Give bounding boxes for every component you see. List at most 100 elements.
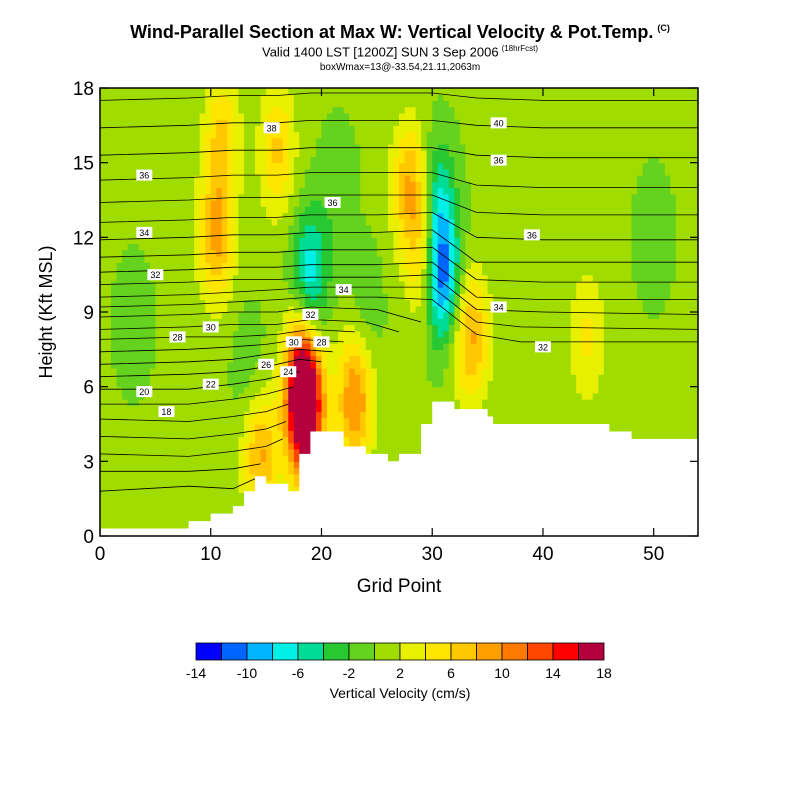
velocity-cell — [100, 131, 107, 139]
velocity-cell — [266, 224, 273, 232]
velocity-cell — [310, 280, 317, 288]
velocity-cell — [437, 355, 444, 363]
velocity-cell — [365, 274, 372, 282]
velocity-cell — [122, 299, 129, 307]
velocity-cell — [127, 231, 134, 238]
velocity-cell — [288, 193, 295, 201]
velocity-cell — [338, 106, 345, 114]
velocity-cell — [199, 411, 206, 419]
velocity-cell — [199, 187, 206, 195]
velocity-cell — [327, 206, 334, 214]
velocity-cell — [465, 274, 472, 282]
velocity-cell — [299, 156, 306, 164]
velocity-cell — [122, 119, 129, 126]
velocity-cell — [127, 349, 134, 357]
velocity-cell — [266, 461, 273, 469]
velocity-cell — [365, 131, 372, 139]
velocity-cell — [415, 355, 422, 363]
velocity-cell — [288, 473, 295, 481]
velocity-cell — [315, 405, 323, 413]
velocity-cell — [205, 193, 212, 201]
velocity-cell — [327, 361, 334, 369]
velocity-cell — [138, 112, 145, 120]
velocity-cell — [282, 480, 289, 487]
velocity-cell — [332, 287, 339, 294]
velocity-cell — [288, 150, 295, 158]
velocity-cell — [122, 405, 129, 413]
velocity-cell — [476, 218, 483, 226]
velocity-cell — [138, 193, 145, 201]
velocity-cell — [343, 361, 350, 369]
velocity-cell — [166, 162, 173, 170]
velocity-cell — [249, 212, 256, 220]
velocity-cell — [227, 380, 234, 388]
velocity-cell — [315, 94, 323, 102]
velocity-cell — [122, 461, 129, 469]
velocity-cell — [349, 268, 356, 276]
velocity-cell — [465, 256, 472, 263]
velocity-cell — [100, 380, 107, 388]
velocity-cell — [410, 175, 417, 182]
velocity-cell — [249, 467, 256, 475]
velocity-cell — [410, 156, 417, 164]
velocity-cell — [437, 224, 444, 232]
velocity-cell — [149, 399, 156, 406]
velocity-cell — [232, 386, 240, 394]
velocity-cell — [371, 268, 378, 276]
velocity-cell — [454, 380, 461, 388]
velocity-cell — [160, 399, 168, 406]
velocity-cell — [100, 411, 107, 419]
velocity-cell — [371, 131, 378, 139]
velocity-cell — [194, 486, 201, 494]
velocity-cell — [277, 206, 284, 214]
velocity-cell — [249, 100, 256, 108]
velocity-cell — [171, 181, 179, 189]
velocity-cell — [365, 318, 372, 326]
velocity-cell — [266, 144, 273, 151]
velocity-cell — [232, 336, 240, 344]
velocity-cell — [111, 181, 118, 189]
velocity-cell — [116, 392, 123, 400]
velocity-cell — [116, 231, 123, 238]
velocity-cell — [293, 249, 300, 257]
velocity-cell — [221, 256, 228, 263]
velocity-cell — [349, 175, 356, 182]
velocity-cell — [349, 106, 356, 114]
velocity-cell — [387, 436, 395, 444]
velocity-cell — [177, 324, 184, 332]
velocity-cell — [293, 355, 300, 363]
velocity-cell — [100, 486, 107, 494]
velocity-cell — [410, 231, 417, 238]
velocity-cell — [404, 125, 411, 133]
velocity-cell — [376, 280, 383, 288]
velocity-cell — [238, 237, 245, 245]
velocity-cell — [105, 436, 112, 444]
velocity-cell — [343, 374, 350, 382]
velocity-cell — [122, 436, 129, 444]
velocity-cell — [166, 430, 173, 438]
velocity-cell — [277, 467, 284, 475]
velocity-cell — [349, 343, 356, 350]
velocity-cell — [470, 119, 478, 126]
velocity-cell — [371, 436, 378, 444]
velocity-cell — [382, 368, 389, 375]
velocity-cell — [404, 193, 411, 201]
velocity-cell — [171, 299, 179, 307]
velocity-cell — [432, 156, 439, 164]
velocity-cell — [171, 380, 179, 388]
velocity-cell — [448, 187, 455, 195]
velocity-cell — [376, 112, 383, 120]
velocity-cell — [105, 212, 112, 220]
velocity-cell — [260, 106, 267, 114]
velocity-cell — [177, 175, 184, 182]
velocity-cell — [315, 112, 323, 120]
velocity-cell — [177, 231, 184, 238]
velocity-cell — [387, 150, 395, 158]
velocity-cell — [138, 249, 145, 257]
velocity-cell — [155, 119, 162, 126]
velocity-cell — [410, 137, 417, 145]
velocity-cell — [426, 380, 433, 388]
velocity-cell — [360, 274, 367, 282]
velocity-cell — [343, 206, 350, 214]
velocity-cell — [160, 262, 168, 270]
